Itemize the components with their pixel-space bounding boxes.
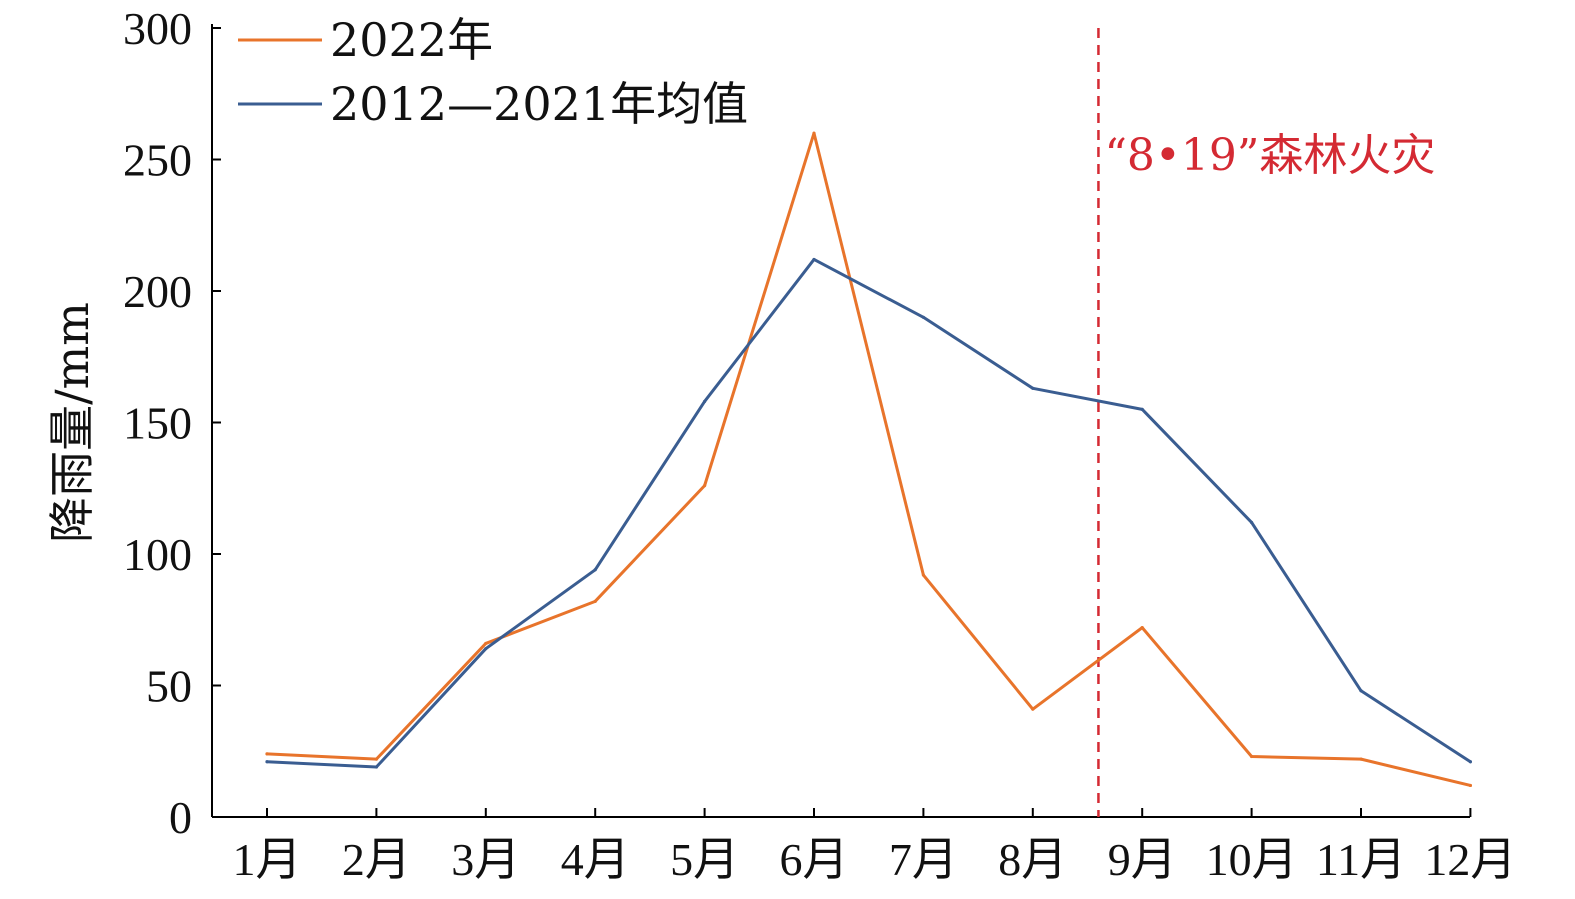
y-tick-label: 100: [123, 529, 192, 580]
data-point: [1250, 754, 1254, 759]
data-point: [374, 765, 378, 769]
series-line-0: [265, 131, 1472, 787]
x-tick-label: 8月: [998, 834, 1067, 885]
x-tick-label: 10月: [1206, 834, 1298, 885]
data-point: [1031, 707, 1035, 711]
x-tick-label: 11月: [1316, 834, 1406, 885]
x-tick-label: 6月: [780, 834, 849, 885]
data-point: [374, 757, 378, 761]
fire-event-label: “8•19”森林火灾: [1104, 130, 1435, 181]
axes: 0 50 100 150 200 250 300 1月 2月 3月 4月 5月 6月 7月 8月 9月 10月 1…: [45, 3, 1516, 885]
y-axis-title: 降雨量/mm: [45, 302, 99, 543]
y-tick-label: 300: [123, 3, 192, 54]
legend-label-1: 2012—2021年均值: [330, 77, 748, 131]
data-point: [921, 315, 926, 319]
data-point: [1359, 757, 1363, 761]
data-point: [703, 484, 707, 488]
data-point: [1031, 386, 1035, 390]
y-tick-label: 50: [146, 661, 192, 712]
x-tick-label: 1月: [233, 834, 302, 885]
x-tick-label: 2月: [342, 834, 411, 885]
data-point: [1468, 760, 1472, 764]
data-point: [484, 647, 488, 651]
x-tick-label: 3月: [451, 834, 520, 885]
data-point: [593, 568, 597, 572]
data-point: [1140, 626, 1144, 630]
data-point: [1250, 520, 1254, 525]
data-point: [484, 641, 488, 646]
data-point: [812, 257, 816, 262]
y-tick-label: 250: [123, 135, 192, 186]
x-tick-label: 5月: [670, 834, 739, 885]
data-point: [1468, 783, 1472, 788]
x-tick-label: 7月: [889, 834, 958, 885]
x-tick-label: 9月: [1108, 834, 1177, 885]
legend-label-0: 2022年: [330, 13, 493, 67]
y-tick-label: 200: [123, 266, 192, 317]
x-tick-label: 4月: [561, 834, 630, 885]
y-tick-label: 0: [169, 792, 192, 843]
y-tick-label: 150: [123, 398, 192, 449]
data-point: [812, 131, 816, 135]
series-lines: [265, 131, 1472, 788]
data-point: [265, 760, 269, 764]
data-point: [1140, 407, 1144, 411]
data-point: [703, 399, 707, 404]
data-point: [921, 573, 926, 577]
legend: 2022年 2012—2021年均值: [238, 13, 748, 131]
x-tick-label: 12月: [1424, 834, 1516, 885]
data-point: [1359, 689, 1363, 693]
data-point: [593, 599, 597, 603]
series-line-1: [265, 257, 1472, 769]
annotation: “8•19”森林火灾: [1097, 28, 1435, 817]
data-point: [265, 752, 269, 756]
